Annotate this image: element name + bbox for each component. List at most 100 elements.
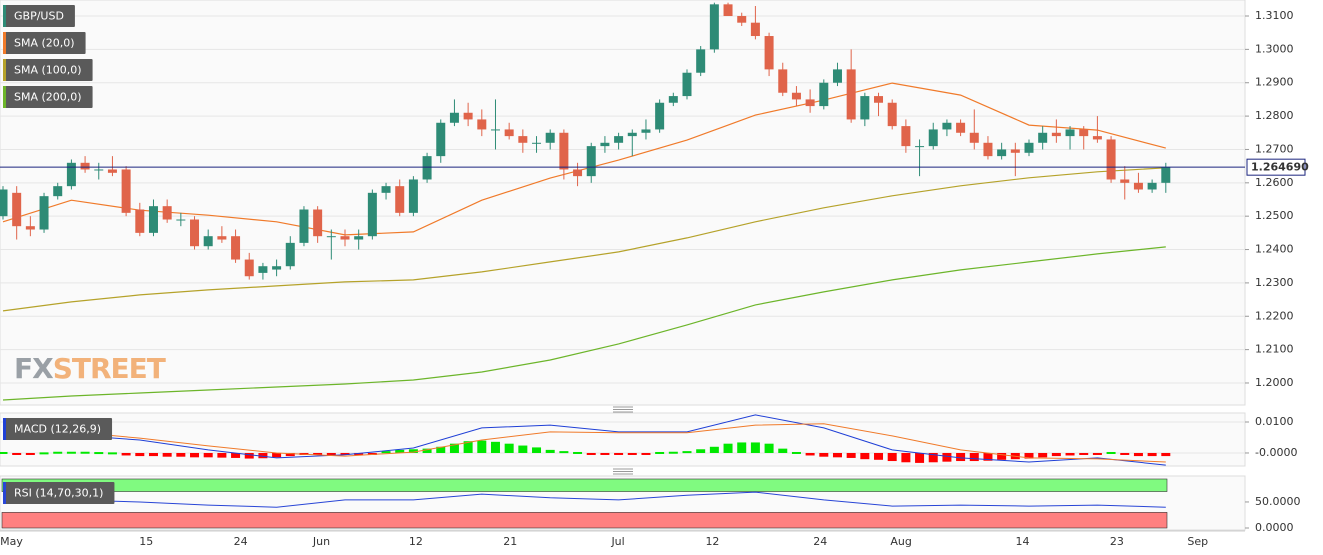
histogram-bar xyxy=(791,451,801,454)
histogram-bar xyxy=(559,451,569,454)
histogram-bar xyxy=(436,446,446,453)
histogram-bar xyxy=(272,452,282,458)
histogram-bar xyxy=(819,452,829,457)
histogram-bar xyxy=(696,449,706,453)
candle-body xyxy=(121,169,131,213)
candle-body xyxy=(190,219,200,247)
candle-body xyxy=(449,112,459,123)
candle-body xyxy=(408,179,418,213)
legend-swatch xyxy=(3,86,6,108)
legend-item: SMA (200,0) xyxy=(3,86,93,108)
histogram-bar xyxy=(682,451,692,454)
histogram-bar xyxy=(463,441,473,453)
y-tick-label: -0.0000 xyxy=(1255,446,1297,459)
candle-body xyxy=(231,236,241,260)
histogram-bar xyxy=(614,452,624,455)
y-tick-label: 1.2200 xyxy=(1255,309,1294,322)
candle-body xyxy=(518,136,528,143)
candle-body xyxy=(381,186,391,193)
candle-body xyxy=(326,236,336,238)
y-tick-label: 1.2000 xyxy=(1255,376,1294,389)
histogram-bar xyxy=(367,452,377,455)
histogram-bar xyxy=(723,443,733,453)
candle-body xyxy=(299,209,309,243)
overbought-band xyxy=(1,478,1168,492)
histogram-bar xyxy=(135,452,145,457)
candle-body xyxy=(354,236,364,240)
candle-body xyxy=(928,129,938,147)
legend-label: MACD (12,26,9) xyxy=(14,423,101,436)
legend-box xyxy=(3,5,75,27)
y-tick-label: 1.2600 xyxy=(1255,176,1294,189)
candle-body xyxy=(778,69,788,93)
histogram-bar xyxy=(477,440,487,453)
histogram-bar xyxy=(490,441,500,453)
x-tick-label: 24 xyxy=(813,535,827,548)
legend-label: SMA (20,0) xyxy=(14,37,75,50)
histogram-bar xyxy=(709,446,719,453)
histogram-bar xyxy=(313,452,323,455)
histogram-bar xyxy=(573,451,583,454)
histogram-bar xyxy=(162,452,172,457)
candle-body xyxy=(1161,167,1171,183)
candle-body xyxy=(66,162,76,187)
histogram-bar xyxy=(969,452,979,462)
histogram-bar xyxy=(1065,452,1075,456)
histogram-bar xyxy=(1147,452,1157,457)
legend-box xyxy=(3,86,93,108)
histogram-bar xyxy=(600,452,610,455)
price-panel xyxy=(0,0,1246,406)
candle-body xyxy=(655,102,665,130)
histogram-bar xyxy=(860,452,870,460)
legend-label: SMA (200,0) xyxy=(14,91,82,104)
line xyxy=(2,246,1166,401)
candle-body xyxy=(819,82,829,107)
candle-body xyxy=(422,156,432,180)
histogram-bar xyxy=(997,452,1007,460)
last-price-tag xyxy=(1246,158,1306,176)
legend-swatch xyxy=(3,418,6,440)
candle-body xyxy=(641,129,651,133)
histogram-bar xyxy=(381,451,391,454)
y-tick-label: 1.2800 xyxy=(1255,109,1294,122)
histogram-bar xyxy=(190,452,200,458)
line xyxy=(2,423,1166,463)
histogram-bar xyxy=(258,452,268,459)
candle-body xyxy=(367,192,377,237)
histogram-bar xyxy=(532,447,542,453)
x-tick-label: 12 xyxy=(705,535,719,548)
histogram-bar xyxy=(66,451,76,454)
candle-body xyxy=(395,186,405,213)
candle-body xyxy=(682,72,692,97)
candle-body xyxy=(94,169,104,171)
x-tick-label: Jul xyxy=(610,535,624,548)
line xyxy=(2,491,1166,508)
legend-item: SMA (20,0) xyxy=(3,32,86,54)
legend-swatch xyxy=(3,482,6,504)
candle-body xyxy=(1065,129,1075,137)
y-tick-label: 1.2900 xyxy=(1255,76,1294,89)
y-tick-label: 1.2300 xyxy=(1255,276,1294,289)
candle-body xyxy=(313,209,323,237)
legend-label: RSI (14,70,30,1) xyxy=(14,487,103,500)
y-tick-label: 1.2500 xyxy=(1255,209,1294,222)
y-tick-label: 50.0000 xyxy=(1255,495,1301,508)
panel-grip xyxy=(613,406,633,475)
histogram-bar xyxy=(395,449,405,453)
candle-body xyxy=(107,169,117,173)
legend-label: GBP/USD xyxy=(14,10,64,23)
candle-body xyxy=(340,236,350,240)
candle-body xyxy=(477,119,487,130)
histogram-bar xyxy=(354,452,364,455)
y-tick-label: 0.0000 xyxy=(1255,521,1294,534)
histogram-bar xyxy=(901,452,911,463)
oversold-band xyxy=(1,512,1168,529)
histogram-bar xyxy=(874,452,884,460)
candle-body xyxy=(559,132,569,170)
candle-body xyxy=(983,142,993,157)
candle-body xyxy=(53,186,63,197)
candle-body xyxy=(915,146,925,148)
histogram-bar xyxy=(887,452,897,462)
histogram-bar xyxy=(449,443,459,453)
